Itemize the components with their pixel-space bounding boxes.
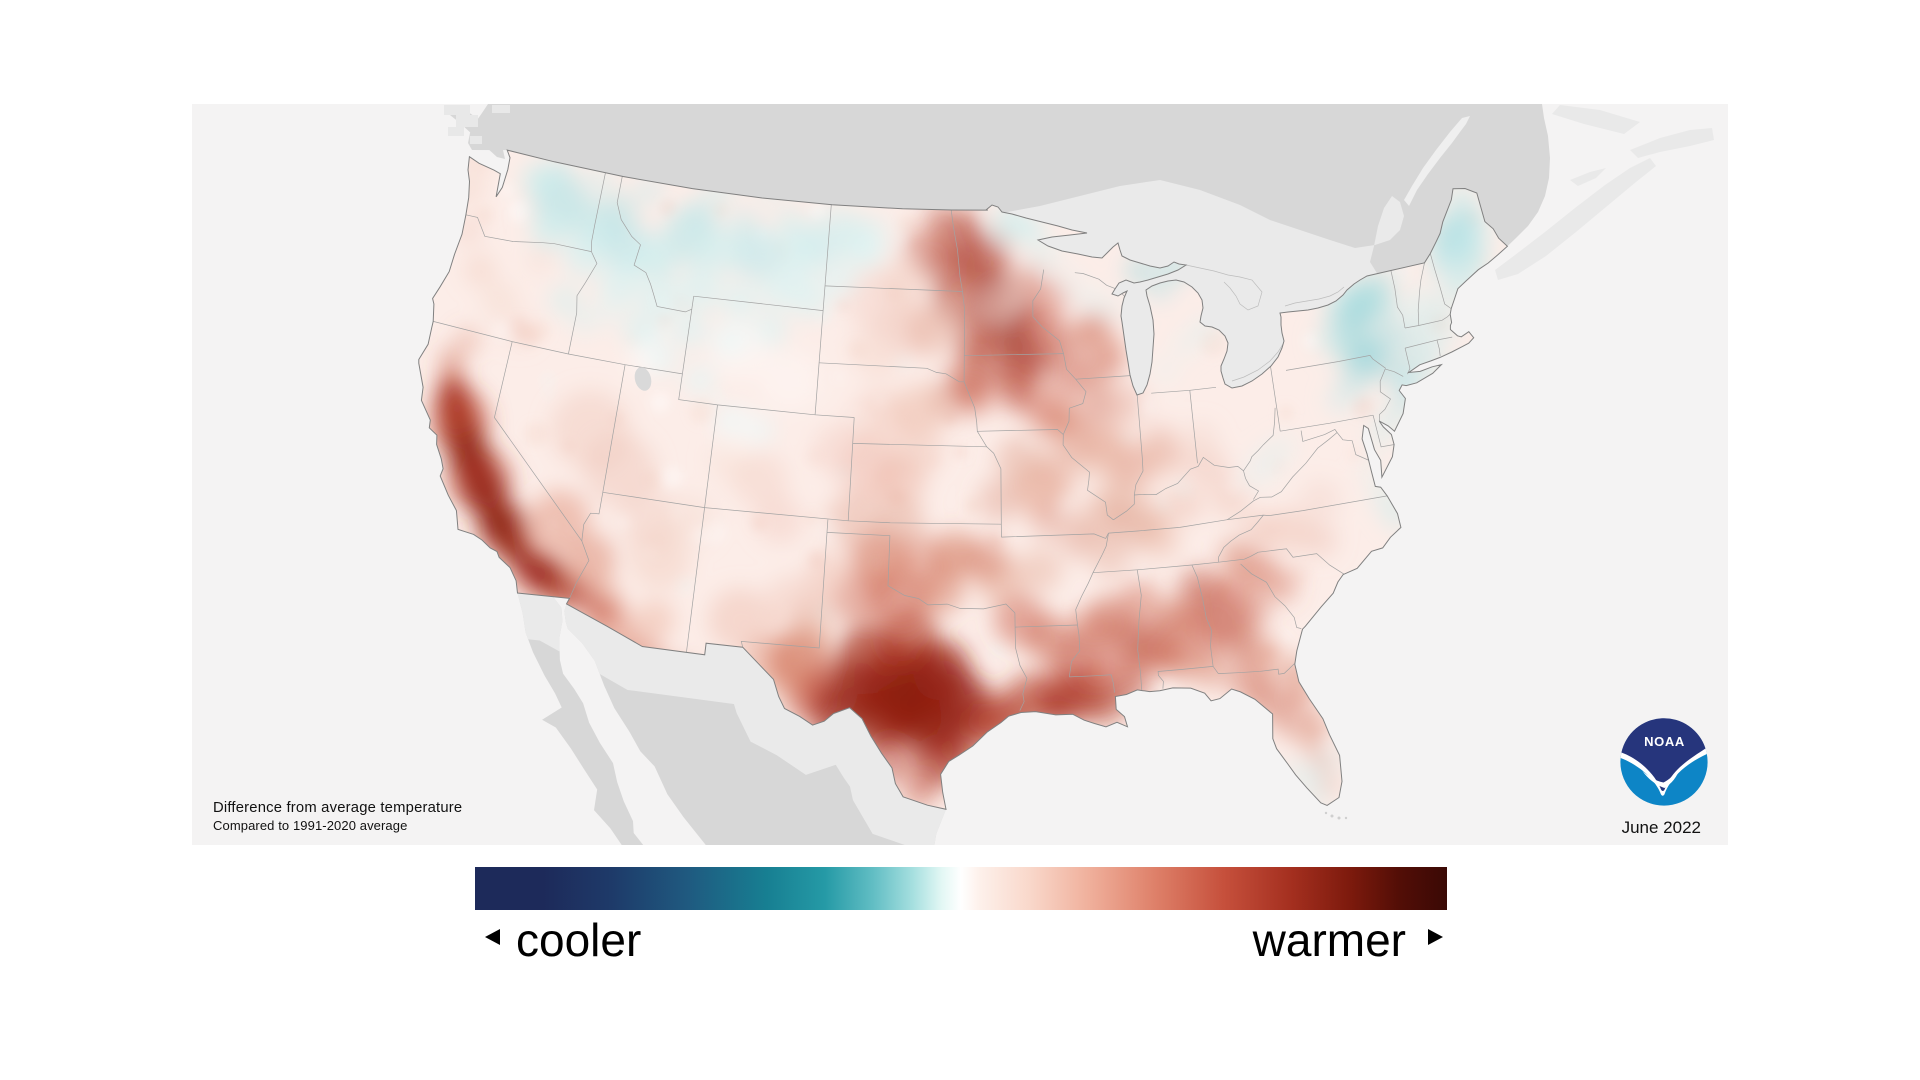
svg-text:NOAA: NOAA bbox=[1644, 734, 1685, 749]
